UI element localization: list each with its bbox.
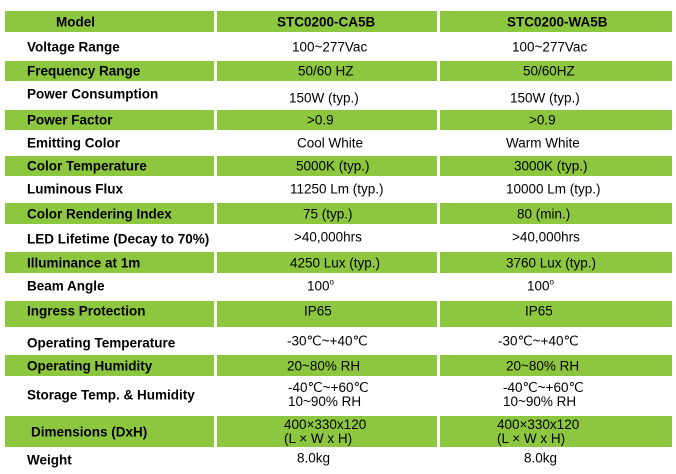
row-value-a: 20~80% RH	[287, 358, 361, 373]
table-row: Emitting Color Cool White Warm White	[0, 131, 672, 155]
row-value-b: 400×330x120 (L × W x H)	[497, 416, 580, 446]
row-value-b: 8.0kg	[524, 450, 558, 466]
row-value-a: Cool White	[297, 135, 364, 151]
row-value-b: >40,000hrs	[512, 229, 580, 245]
row-value-a: >40,000hrs	[294, 229, 362, 245]
table-row: Color Temperature 5000K (typ.) 3000K (ty…	[0, 156, 672, 176]
table-row: Luminous Flux 11250 Lm (typ.) 10000 Lm (…	[0, 177, 672, 201]
row-label: Ingress Protection	[27, 303, 146, 319]
table-row: Dimensions (DxH) 400×330x120 (L × W x H) …	[0, 416, 672, 447]
table-row: Weight 8.0kg 8.0kg	[0, 449, 672, 471]
row-value-a: -40℃~+60℃ 10~90% RH	[288, 380, 369, 409]
row-label: Frequency Range	[27, 63, 141, 79]
row-value-a: IP65	[304, 303, 332, 319]
row-value-b: 3000K (typ.)	[514, 158, 588, 174]
header-cell: STC0200-CA5B	[217, 11, 437, 32]
row-value-b: 10000 Lm (typ.)	[506, 181, 601, 197]
row-label: Beam Angle	[27, 278, 105, 294]
header-model-a: STC0200-CA5B	[277, 14, 376, 29]
row-value-a: 4250 Lux (typ.)	[290, 255, 381, 270]
row-label: Emitting Color	[27, 135, 120, 151]
row-value-a: 400×330x120 (L × W x H)	[284, 416, 367, 446]
row-value-b: 50/60HZ	[523, 63, 575, 79]
table-row: LED Lifetime (Decay to 70%) >40,000hrs >…	[0, 226, 672, 250]
row-value-b: 150W (typ.)	[510, 90, 580, 106]
row-value-b: IP65	[525, 303, 553, 319]
row-value-b: >0.9	[529, 112, 556, 128]
row-label: Power Consumption	[27, 86, 159, 102]
row-label: Operating Temperature	[27, 335, 176, 351]
row-value-b: 100~277Vac	[512, 39, 588, 55]
table-row: Operating Temperature -30℃~+40℃ -30℃~+40…	[0, 329, 672, 353]
table-row: Beam Angle 100o 100o	[0, 274, 672, 298]
row-label: Color Rendering Index	[27, 206, 172, 221]
header-model-b: STC0200-WA5B	[507, 14, 608, 29]
header-cell: Model	[5, 11, 214, 32]
row-value-b: 100o	[527, 277, 554, 294]
row-label: Weight	[27, 452, 72, 468]
row-value-a: 100o	[307, 277, 334, 294]
row-value-a: -30℃~+40℃	[287, 333, 368, 349]
row-label: LED Lifetime (Decay to 70%)	[27, 231, 210, 247]
row-value-b: -40℃~+60℃ 10~90% RH	[503, 380, 584, 409]
row-value-b: Warm White	[506, 135, 580, 151]
row-label: Luminous Flux	[27, 181, 123, 197]
row-value-a: >0.9	[307, 112, 334, 128]
row-label: Dimensions (DxH)	[31, 424, 148, 439]
header-cell: STC0200-WA5B	[440, 11, 672, 32]
table-row: Voltage Range 100~277Vac 100~277Vac	[0, 34, 672, 60]
row-label: Power Factor	[27, 112, 113, 128]
header-model-label: Model	[56, 14, 95, 29]
row-value-b: -30℃~+40℃	[498, 333, 579, 349]
row-label: Color Temperature	[27, 158, 147, 174]
table-row: Power Consumption 150W (typ.) 150W (typ.…	[0, 83, 672, 109]
table-row: Power Factor >0.9 >0.9	[0, 110, 672, 130]
row-value-a: 150W (typ.)	[289, 90, 359, 106]
table-row: Storage Temp. & Humidity -40℃~+60℃ 10~90%…	[0, 377, 672, 413]
row-value-a: 50/60 HZ	[298, 63, 354, 79]
row-value-b: 3760 Lux (typ.)	[506, 255, 597, 270]
row-label: Voltage Range	[27, 39, 120, 55]
row-value-a: 75 (typ.)	[303, 206, 353, 221]
table-row: Operating Humidity 20~80% RH 20~80% RH	[0, 355, 672, 376]
row-label: Storage Temp. & Humidity	[27, 387, 195, 403]
row-value-b: 20~80% RH	[506, 358, 580, 373]
row-value-a: 11250 Lm (typ.)	[290, 181, 384, 197]
row-label: Illuminance at 1m	[27, 255, 141, 270]
table-row: Frequency Range 50/60 HZ 50/60HZ	[0, 61, 672, 81]
row-value-a: 8.0kg	[297, 450, 331, 466]
table-row: Ingress Protection IP65 IP65	[0, 301, 672, 327]
table-header: Model STC0200-CA5B STC0200-WA5B	[0, 11, 672, 32]
table-row: Color Rendering Index 75 (typ.) 80 (min.…	[0, 203, 672, 224]
row-value-b: 80 (min.)	[517, 206, 571, 221]
row-value-a: 5000K (typ.)	[296, 158, 370, 174]
row-label: Operating Humidity	[27, 358, 153, 373]
table-row: Illuminance at 1m 4250 Lux (typ.) 3760 L…	[0, 252, 672, 273]
row-value-a: 100~277Vac	[292, 39, 368, 55]
